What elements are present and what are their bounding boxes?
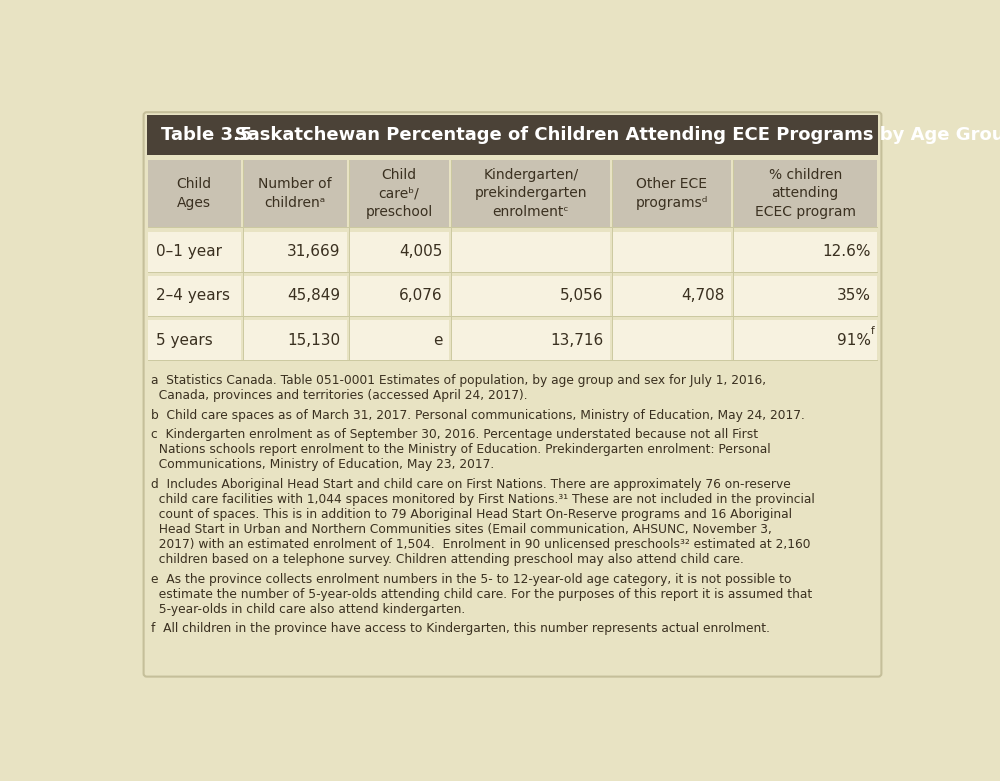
Bar — [148, 320, 241, 360]
Bar — [148, 159, 241, 227]
Text: f  All children in the province have access to Kindergarten, this number represe: f All children in the province have acce… — [151, 622, 770, 635]
Text: children based on a telephone survey. Children attending preschool may also atte: children based on a telephone survey. Ch… — [151, 553, 743, 566]
Bar — [733, 320, 877, 360]
Bar — [243, 231, 347, 272]
Text: 12.6%: 12.6% — [822, 244, 871, 259]
Text: 45,849: 45,849 — [287, 288, 340, 303]
FancyBboxPatch shape — [144, 112, 881, 676]
Bar — [349, 159, 449, 227]
Text: Communications, Ministry of Education, May 23, 2017.: Communications, Ministry of Education, M… — [151, 458, 494, 471]
Bar — [612, 320, 731, 360]
Text: 13,716: 13,716 — [550, 333, 604, 348]
Bar — [349, 231, 449, 272]
Text: 4,005: 4,005 — [399, 244, 443, 259]
Bar — [243, 320, 347, 360]
Bar — [733, 159, 877, 227]
Text: Table 3.5: Table 3.5 — [161, 127, 252, 144]
Bar — [148, 231, 241, 272]
Text: a  Statistics Canada. Table 051-0001 Estimates of population, by age group and s: a Statistics Canada. Table 051-0001 Esti… — [151, 374, 766, 387]
Bar — [147, 116, 878, 155]
Text: 31,669: 31,669 — [287, 244, 340, 259]
Bar — [148, 276, 241, 316]
Bar — [243, 276, 347, 316]
Text: Kindergarten/
prekindergarten
enrolmentᶜ: Kindergarten/ prekindergarten enrolmentᶜ — [475, 168, 587, 219]
Text: e: e — [433, 333, 443, 348]
Text: Number of
childrenᵃ: Number of childrenᵃ — [258, 177, 332, 209]
Bar — [451, 276, 610, 316]
Bar — [451, 320, 610, 360]
Text: Child
Ages: Child Ages — [177, 177, 212, 209]
Text: b  Child care spaces as of March 31, 2017. Personal communications, Ministry of : b Child care spaces as of March 31, 2017… — [151, 408, 804, 422]
Text: d  Includes Aboriginal Head Start and child care on First Nations. There are app: d Includes Aboriginal Head Start and chi… — [151, 478, 790, 491]
Text: 6,076: 6,076 — [399, 288, 443, 303]
Text: 4,708: 4,708 — [681, 288, 724, 303]
Bar — [349, 320, 449, 360]
Text: % children
attending
ECEC program: % children attending ECEC program — [755, 168, 856, 219]
Text: Child
careᵇ/
preschool: Child careᵇ/ preschool — [365, 168, 433, 219]
Text: e  As the province collects enrolment numbers in the 5- to 12-year-old age categ: e As the province collects enrolment num… — [151, 572, 791, 586]
Bar — [451, 159, 610, 227]
Bar — [349, 276, 449, 316]
Text: 5,056: 5,056 — [560, 288, 604, 303]
Bar — [612, 159, 731, 227]
Text: 5 years: 5 years — [156, 333, 213, 348]
Text: 5-year-olds in child care also attend kindergarten.: 5-year-olds in child care also attend ki… — [151, 603, 465, 615]
Text: Other ECE
programsᵈ: Other ECE programsᵈ — [635, 177, 708, 209]
Text: 0–1 year: 0–1 year — [156, 244, 222, 259]
Bar — [733, 231, 877, 272]
Text: Canada, provinces and territories (accessed April 24, 2017).: Canada, provinces and territories (acces… — [151, 389, 527, 402]
Text: c  Kindergarten enrolment as of September 30, 2016. Percentage understated becau: c Kindergarten enrolment as of September… — [151, 428, 758, 441]
Text: 91%: 91% — [837, 333, 871, 348]
Text: 15,130: 15,130 — [287, 333, 340, 348]
Text: 35%: 35% — [837, 288, 871, 303]
Bar — [612, 276, 731, 316]
Bar — [612, 231, 731, 272]
Bar — [451, 231, 610, 272]
Text: Saskatchewan Percentage of Children Attending ECE Programs by Age Group: Saskatchewan Percentage of Children Atte… — [216, 127, 1000, 144]
Text: estimate the number of 5-year-olds attending child care. For the purposes of thi: estimate the number of 5-year-olds atten… — [151, 587, 812, 601]
Text: Nations schools report enrolment to the Ministry of Education. Prekindergarten e: Nations schools report enrolment to the … — [151, 444, 770, 456]
Text: Head Start in Urban and Northern Communities sites (Email communication, AHSUNC,: Head Start in Urban and Northern Communi… — [151, 523, 771, 536]
Bar — [243, 159, 347, 227]
Text: count of spaces. This is in addition to 79 Aboriginal Head Start On-Reserve prog: count of spaces. This is in addition to … — [151, 508, 792, 521]
Text: 2–4 years: 2–4 years — [156, 288, 230, 303]
Text: 2017) with an estimated enrolment of 1,504.  Enrolment in 90 unlicensed preschoo: 2017) with an estimated enrolment of 1,5… — [151, 538, 810, 551]
Bar — [733, 276, 877, 316]
Text: f: f — [871, 326, 875, 336]
Text: child care facilities with 1,044 spaces monitored by First Nations.³¹ These are : child care facilities with 1,044 spaces … — [151, 493, 814, 506]
